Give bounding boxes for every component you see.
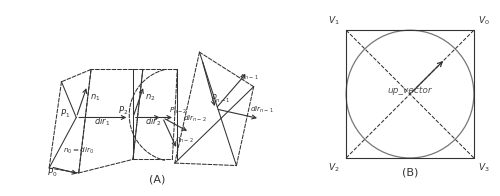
- Text: $P_1$: $P_1$: [60, 107, 70, 120]
- Text: $dir_1$: $dir_1$: [94, 116, 110, 128]
- Text: (B): (B): [402, 168, 418, 178]
- Text: up_vector: up_vector: [388, 86, 432, 95]
- Text: $n_{n-1}$: $n_{n-1}$: [240, 73, 259, 83]
- Text: (A): (A): [150, 175, 166, 185]
- Text: $V_3$: $V_3$: [478, 162, 490, 174]
- Text: $dir_2$: $dir_2$: [146, 116, 162, 128]
- Text: $n_{n-2}$: $n_{n-2}$: [175, 136, 194, 145]
- Text: $P_{n-2}$: $P_{n-2}$: [168, 106, 187, 116]
- Text: $dir_{n-2}$: $dir_{n-2}$: [184, 114, 207, 124]
- Text: $V_2$: $V_2$: [328, 162, 339, 174]
- Text: $dir_{n-1}$: $dir_{n-1}$: [250, 104, 274, 114]
- Text: $n_1$: $n_1$: [90, 92, 100, 103]
- Text: $n_2$: $n_2$: [146, 92, 156, 103]
- Text: $V_1$: $V_1$: [328, 15, 339, 27]
- Text: $n_0=dir_0$: $n_0=dir_0$: [62, 146, 94, 156]
- Text: $V_0$: $V_0$: [478, 15, 490, 27]
- Text: $P_0$: $P_0$: [46, 167, 57, 179]
- Text: $P_2$: $P_2$: [118, 105, 128, 117]
- Text: $P_{n-1}$: $P_{n-1}$: [210, 93, 230, 105]
